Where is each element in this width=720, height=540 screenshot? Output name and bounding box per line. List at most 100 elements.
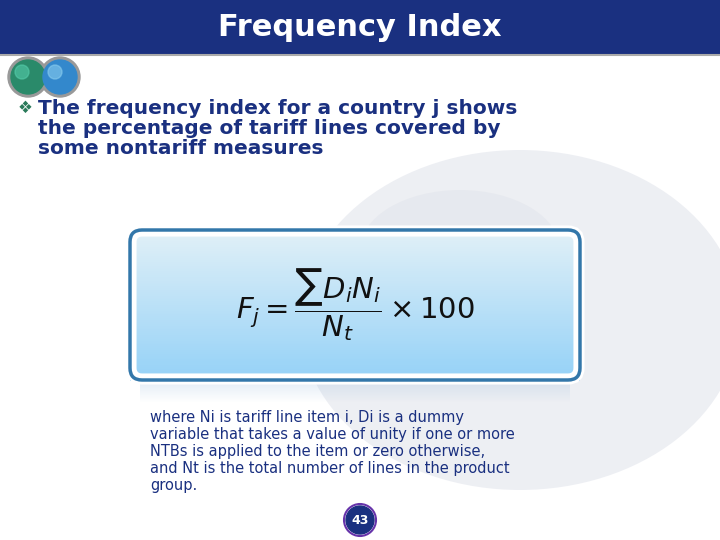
Bar	[130, 241, 580, 244]
Circle shape	[346, 506, 374, 534]
Bar	[140, 384, 570, 385]
Bar	[130, 356, 580, 358]
Bar	[140, 385, 570, 386]
Bar	[130, 303, 580, 306]
Text: ❖: ❖	[18, 99, 33, 117]
Bar	[130, 251, 580, 253]
Bar	[130, 320, 580, 322]
Bar	[140, 398, 570, 399]
Bar	[140, 382, 570, 383]
Bar	[130, 256, 580, 259]
Text: 43: 43	[351, 514, 369, 526]
Bar	[130, 273, 580, 275]
Text: NTBs is applied to the item or zero otherwise,: NTBs is applied to the item or zero othe…	[150, 444, 485, 459]
Text: the percentage of tariff lines covered by: the percentage of tariff lines covered b…	[38, 118, 500, 138]
Bar	[130, 348, 580, 350]
Bar	[130, 369, 580, 371]
Text: some nontariff measures: some nontariff measures	[38, 138, 323, 158]
Bar	[130, 264, 580, 266]
Bar	[130, 345, 580, 347]
Bar	[130, 378, 580, 381]
Bar	[140, 388, 570, 389]
Bar	[130, 361, 580, 363]
Bar	[130, 331, 580, 334]
Bar	[130, 341, 580, 343]
Text: where Ni is tariff line item i, Di is a dummy: where Ni is tariff line item i, Di is a …	[150, 410, 464, 425]
Bar	[130, 307, 580, 309]
Bar	[130, 275, 580, 278]
Bar	[130, 266, 580, 268]
Circle shape	[15, 65, 29, 79]
Bar	[130, 374, 580, 377]
Bar	[130, 245, 580, 247]
Bar	[130, 235, 580, 238]
Bar	[130, 324, 580, 326]
Bar	[130, 339, 580, 341]
Bar	[130, 282, 580, 285]
Bar	[140, 391, 570, 392]
Ellipse shape	[300, 150, 720, 490]
Bar	[130, 360, 580, 362]
Bar	[140, 393, 570, 394]
Bar	[140, 386, 570, 387]
Bar	[130, 243, 580, 246]
Text: Frequency Index: Frequency Index	[218, 13, 502, 42]
Bar	[130, 298, 580, 300]
Bar	[130, 249, 580, 251]
Bar	[130, 294, 580, 296]
Bar	[140, 397, 570, 398]
Circle shape	[40, 57, 80, 97]
Bar	[140, 392, 570, 393]
Bar	[130, 337, 580, 339]
Bar	[130, 313, 580, 315]
Bar	[130, 367, 580, 369]
Bar	[130, 292, 580, 294]
Bar	[130, 295, 580, 298]
Text: group.: group.	[150, 478, 197, 493]
Bar	[140, 383, 570, 384]
Bar	[130, 281, 580, 283]
Bar	[130, 373, 580, 375]
Bar	[130, 309, 580, 311]
Bar	[130, 288, 580, 291]
Ellipse shape	[360, 190, 560, 310]
Bar	[130, 352, 580, 354]
Circle shape	[43, 60, 77, 94]
Bar	[130, 346, 580, 349]
Bar	[130, 342, 580, 345]
Bar	[140, 395, 570, 396]
Text: and Nt is the total number of lines in the product: and Nt is the total number of lines in t…	[150, 461, 510, 476]
Bar	[130, 327, 580, 330]
Bar	[130, 262, 580, 264]
Circle shape	[11, 60, 45, 94]
Bar	[130, 290, 580, 292]
Bar	[140, 390, 570, 391]
Bar	[130, 260, 580, 262]
Bar	[130, 247, 580, 249]
Bar	[130, 305, 580, 307]
Bar	[130, 350, 580, 353]
Bar	[130, 230, 580, 232]
Text: The frequency index for a country j shows: The frequency index for a country j show…	[38, 98, 518, 118]
Bar	[130, 335, 580, 338]
Bar	[130, 310, 580, 313]
Bar	[0, 0, 720, 55]
Bar	[140, 401, 570, 402]
Bar	[130, 354, 580, 356]
Bar	[130, 316, 580, 319]
Bar	[140, 396, 570, 397]
Bar	[130, 279, 580, 281]
Bar	[130, 232, 580, 234]
Bar	[130, 299, 580, 302]
Bar	[130, 318, 580, 321]
Bar	[130, 234, 580, 236]
Bar	[130, 333, 580, 335]
Text: variable that takes a value of unity if one or more: variable that takes a value of unity if …	[150, 427, 515, 442]
Bar	[130, 326, 580, 328]
Bar	[140, 387, 570, 388]
Bar	[140, 389, 570, 390]
Bar	[130, 269, 580, 272]
Bar	[130, 271, 580, 274]
Circle shape	[48, 65, 62, 79]
Bar	[130, 286, 580, 288]
